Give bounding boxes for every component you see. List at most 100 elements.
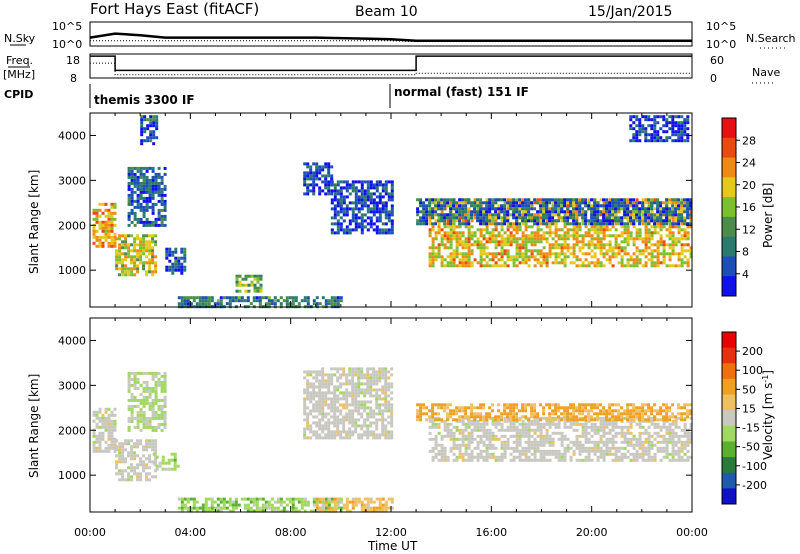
data-cell (440, 458, 444, 462)
data-cell (527, 425, 531, 429)
data-cell (381, 195, 385, 199)
data-cell (656, 243, 660, 247)
data-cell (659, 234, 663, 238)
data-cell (677, 127, 681, 131)
data-cell (521, 252, 525, 256)
nsky-tick-bottom: 10^0 (52, 38, 82, 51)
data-cell (668, 127, 672, 131)
data-cell (145, 466, 149, 470)
data-cell (545, 198, 549, 202)
data-cell (641, 198, 645, 202)
data-cell (476, 440, 480, 444)
data-cell (437, 452, 441, 456)
data-cell (584, 204, 588, 208)
data-cell (312, 497, 316, 501)
data-cell (127, 442, 131, 446)
data-cell (428, 216, 432, 220)
data-cell (384, 189, 388, 193)
data-cell (124, 252, 128, 256)
data-cell (149, 139, 153, 143)
data-cell (127, 273, 131, 277)
data-cell (440, 258, 444, 262)
data-cell (503, 204, 507, 208)
data-cell (440, 213, 444, 217)
data-cell (98, 241, 102, 245)
data-cell (192, 296, 196, 300)
data-cell (157, 211, 161, 215)
data-cell (611, 446, 615, 450)
data-cell (115, 454, 119, 458)
data-cell (656, 225, 660, 229)
data-cell (354, 222, 358, 226)
data-cell (542, 234, 546, 238)
data-cell (139, 463, 143, 467)
data-cell (548, 228, 552, 232)
data-cell (587, 252, 591, 256)
data-cell (593, 213, 597, 217)
data-cell (476, 228, 480, 232)
data-cell (656, 258, 660, 262)
data-cell (145, 202, 149, 206)
data-cell (683, 139, 687, 143)
data-cell (476, 458, 480, 462)
nsky-series-group (89, 32, 692, 43)
data-cell (581, 443, 585, 447)
data-cell (160, 389, 164, 393)
data-cell (455, 458, 459, 462)
data-cell (527, 443, 531, 447)
data-cell (110, 223, 114, 227)
data-cell (431, 225, 435, 229)
data-cell (160, 422, 164, 426)
data-cell (680, 264, 684, 268)
data-cell (491, 207, 495, 211)
data-cell (142, 371, 146, 375)
data-cell (635, 118, 639, 122)
data-cell (167, 467, 171, 471)
data-cell (650, 213, 654, 217)
data-cell (381, 370, 385, 374)
data-cell (306, 427, 310, 431)
data-cell (683, 222, 687, 226)
data-cell (118, 258, 122, 262)
data-cell (476, 422, 480, 426)
data-cell (174, 265, 178, 269)
data-cell (662, 115, 666, 119)
data-cell (536, 210, 540, 214)
data-cell (500, 255, 504, 259)
data-cell (270, 299, 274, 303)
data-cell (387, 388, 391, 392)
data-cell (124, 478, 128, 482)
data-cell (647, 222, 651, 226)
data-cell (500, 246, 504, 250)
data-cell (578, 458, 582, 462)
data-cell (626, 240, 630, 244)
data-cell (575, 204, 579, 208)
data-cell (446, 204, 450, 208)
data-cell (127, 451, 131, 455)
data-cell (659, 222, 663, 226)
data-cell (641, 207, 645, 211)
data-cell (590, 216, 594, 220)
data-cell (136, 377, 140, 381)
data-cell (345, 412, 349, 416)
data-cell (363, 391, 367, 395)
data-cell (479, 437, 483, 441)
data-cell (587, 207, 591, 211)
data-cell (446, 431, 450, 435)
data-cell (647, 231, 651, 235)
data-cell (360, 180, 364, 184)
data-cell (509, 428, 513, 432)
data-cell (342, 201, 346, 205)
data-cell (387, 231, 391, 235)
data-cell (291, 299, 295, 303)
data-cell (545, 449, 549, 453)
data-cell (650, 255, 654, 259)
data-cell (339, 500, 343, 504)
data-cell (312, 299, 316, 303)
data-cell (180, 250, 184, 254)
data-cell (575, 228, 579, 232)
data-cell (142, 240, 146, 244)
data-cell (369, 180, 373, 184)
data-cell (306, 174, 310, 178)
data-cell (470, 458, 474, 462)
